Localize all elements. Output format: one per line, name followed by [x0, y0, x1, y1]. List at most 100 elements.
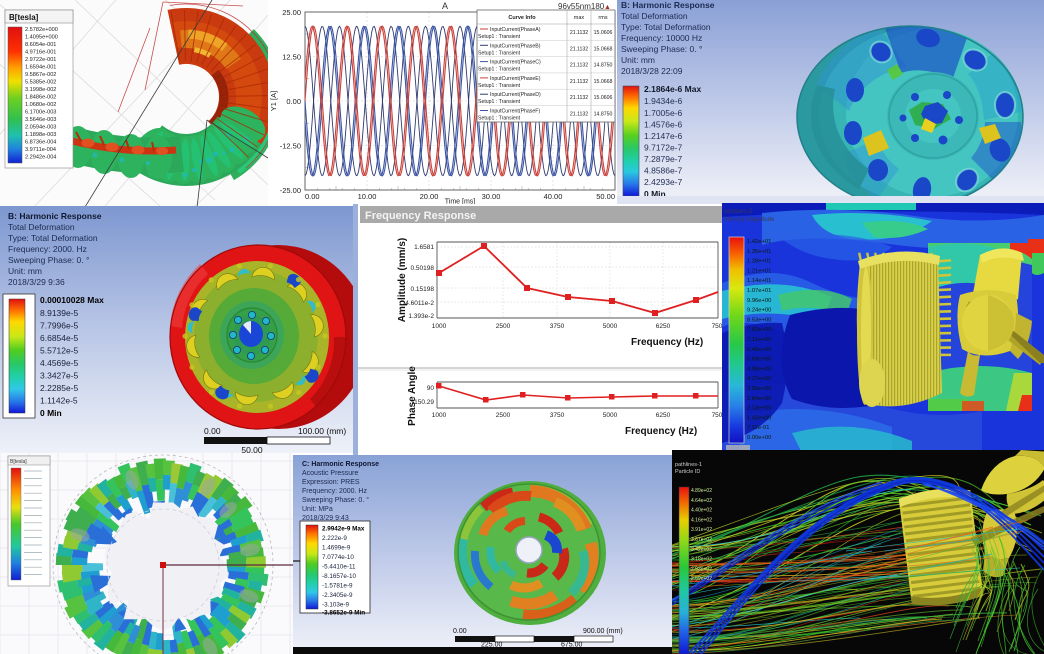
svg-text:4.27e+00: 4.27e+00 — [747, 376, 771, 382]
svg-text:2.222e-9: 2.222e-9 — [322, 535, 347, 542]
svg-text:pathlines-1: pathlines-1 — [675, 462, 702, 468]
svg-text:InputCurrent(PhaseA): InputCurrent(PhaseA) — [490, 27, 541, 33]
svg-text:1.28e+01: 1.28e+01 — [747, 259, 771, 265]
svg-text:Velocity Magnitude: Velocity Magnitude — [724, 217, 775, 223]
svg-text:1.21e+01: 1.21e+01 — [747, 268, 771, 274]
svg-text:InputCurrent(PhaseF): InputCurrent(PhaseF) — [490, 109, 540, 115]
svg-text:Expression: PRES: Expression: PRES — [302, 479, 360, 486]
svg-text:4.8586e-7: 4.8586e-7 — [644, 166, 683, 176]
svg-text:-150.29: -150.29 — [412, 399, 434, 406]
svg-text:0.00: 0.00 — [453, 628, 467, 635]
svg-text:Frequency: 2000. Hz: Frequency: 2000. Hz — [8, 244, 87, 254]
svg-text:Frequency (Hz): Frequency (Hz) — [625, 426, 697, 437]
svg-text:1.7005e-6: 1.7005e-6 — [644, 108, 683, 118]
svg-text:5.5712e-5: 5.5712e-5 — [40, 346, 79, 356]
svg-text:Curve Info: Curve Info — [508, 15, 536, 21]
svg-text:Frequency (Hz): Frequency (Hz) — [631, 337, 703, 348]
svg-text:-1.5781e-9: -1.5781e-9 — [322, 583, 353, 590]
svg-text:2.2285e-5: 2.2285e-5 — [40, 383, 79, 393]
svg-text:Amplitude (mm/s): Amplitude (mm/s) — [397, 238, 408, 322]
svg-text:1.4576e-6: 1.4576e-6 — [644, 120, 683, 130]
svg-text:max: max — [574, 15, 585, 21]
svg-text:10.00: 10.00 — [358, 192, 377, 201]
svg-text:3.42e+02: 3.42e+02 — [691, 547, 712, 553]
svg-text:40.00: 40.00 — [544, 192, 563, 201]
svg-text:C: Harmonic Response: C: Harmonic Response — [302, 461, 379, 468]
svg-text:3.3427e-5: 3.3427e-5 — [40, 371, 79, 381]
svg-text:Unit: mm: Unit: mm — [8, 266, 42, 276]
svg-text:4.4569e-5: 4.4569e-5 — [40, 358, 79, 368]
svg-text:30.00: 30.00 — [482, 192, 501, 201]
svg-text:20.00: 20.00 — [420, 192, 439, 201]
svg-text:1.6581: 1.6581 — [414, 244, 434, 251]
svg-text:A: A — [442, 1, 448, 11]
svg-text:3.1998e-002: 3.1998e-002 — [25, 87, 56, 93]
svg-text:3.67e+02: 3.67e+02 — [691, 537, 712, 543]
svg-text:Phase Angle: Phase Angle — [407, 366, 418, 426]
svg-text:1.393e-2: 1.393e-2 — [408, 313, 434, 320]
svg-text:Sweeping Phase: 0. °: Sweeping Phase: 0. ° — [621, 44, 702, 54]
svg-text:-2.3405e-9: -2.3405e-9 — [322, 592, 353, 599]
svg-text:3750: 3750 — [550, 412, 565, 419]
svg-text:225.00: 225.00 — [481, 642, 503, 649]
svg-text:Setup1 : Transient: Setup1 : Transient — [478, 116, 521, 122]
svg-text:B[tesla]: B[tesla] — [10, 459, 27, 465]
svg-text:2.9942e-9 Max: 2.9942e-9 Max — [322, 526, 365, 533]
svg-text:Particle ID: Particle ID — [675, 469, 700, 475]
svg-text:6250: 6250 — [656, 412, 671, 419]
svg-text:0 Min: 0 Min — [40, 408, 62, 418]
svg-text:7.11e-01: 7.11e-01 — [747, 425, 769, 431]
svg-text:6250: 6250 — [656, 323, 671, 330]
svg-text:-3.8652e-9 Min: -3.8652e-9 Min — [322, 610, 365, 617]
svg-text:4.9716e-001: 4.9716e-001 — [25, 50, 56, 56]
svg-text:96v55nm180: 96v55nm180 — [558, 2, 605, 11]
svg-text:1.42e+01: 1.42e+01 — [747, 239, 771, 245]
svg-text:1.35e+01: 1.35e+01 — [747, 249, 771, 255]
svg-text:0.50198: 0.50198 — [411, 265, 435, 272]
svg-text:5.69e+00: 5.69e+00 — [747, 357, 771, 363]
svg-text:InputCurrent(PhaseE): InputCurrent(PhaseE) — [490, 76, 541, 82]
svg-text:Time [ms]: Time [ms] — [445, 199, 476, 205]
svg-text:3750: 3750 — [550, 323, 565, 330]
svg-text:21.1132: 21.1132 — [570, 79, 588, 85]
svg-text:Setup1 : Transient: Setup1 : Transient — [478, 67, 521, 73]
svg-text:15.0668: 15.0668 — [594, 79, 613, 85]
svg-text:9.24e+00: 9.24e+00 — [747, 308, 771, 314]
svg-text:2500: 2500 — [496, 412, 511, 419]
svg-text:1.07e+01: 1.07e+01 — [747, 288, 771, 294]
svg-text:2.93e+02: 2.93e+02 — [691, 566, 712, 572]
svg-text:InputCurrent(PhaseB): InputCurrent(PhaseB) — [490, 43, 541, 49]
svg-text:0.00010028 Max: 0.00010028 Max — [40, 295, 104, 305]
svg-text:21.1132: 21.1132 — [570, 30, 588, 36]
svg-text:Type: Total Deformation: Type: Total Deformation — [8, 233, 98, 243]
svg-text:-25.00: -25.00 — [280, 186, 301, 195]
svg-text:14.8750: 14.8750 — [594, 63, 613, 69]
svg-text:9.7172e-7: 9.7172e-7 — [644, 143, 683, 153]
svg-text:14.8750: 14.8750 — [594, 112, 613, 118]
svg-text:7.0774e-10: 7.0774e-10 — [322, 554, 354, 561]
svg-text:Setup1 : Transient: Setup1 : Transient — [478, 99, 521, 105]
svg-text:1.42e+00: 1.42e+00 — [747, 415, 771, 421]
svg-text:Y1 [A]: Y1 [A] — [269, 91, 278, 111]
svg-text:1.4699e-9: 1.4699e-9 — [322, 545, 351, 552]
svg-text:Sweeping Phase: 0. °: Sweeping Phase: 0. ° — [8, 255, 89, 265]
svg-text:-5.4410e-11: -5.4410e-11 — [322, 564, 356, 571]
svg-text:6.6854e-5: 6.6854e-5 — [40, 333, 79, 343]
svg-text:2.2942e-004: 2.2942e-004 — [25, 155, 56, 161]
svg-text:4.6011e-2: 4.6011e-2 — [405, 300, 434, 307]
svg-text:2018/3/28 22:09: 2018/3/28 22:09 — [621, 66, 683, 76]
svg-text:4.98e+00: 4.98e+00 — [747, 366, 771, 372]
svg-text:6.8736e-004: 6.8736e-004 — [25, 140, 56, 146]
svg-text:3.5646e-003: 3.5646e-003 — [25, 117, 56, 123]
svg-text:1.1898e-003: 1.1898e-003 — [25, 132, 56, 138]
svg-text:2.1864e-6 Max: 2.1864e-6 Max — [644, 84, 701, 94]
svg-text:InputCurrent(PhaseC): InputCurrent(PhaseC) — [490, 60, 541, 66]
svg-text:750: 750 — [712, 323, 722, 330]
svg-text:Total Deformation: Total Deformation — [8, 222, 75, 232]
svg-text:900.00 (mm): 900.00 (mm) — [583, 628, 623, 635]
svg-text:21.1132: 21.1132 — [570, 63, 588, 69]
svg-text:0 Min: 0 Min — [644, 189, 666, 199]
svg-text:B: Harmonic Response: B: Harmonic Response — [8, 211, 102, 221]
svg-text:3.91e+02: 3.91e+02 — [691, 527, 712, 533]
svg-text:9.5867e-002: 9.5867e-002 — [25, 72, 56, 78]
